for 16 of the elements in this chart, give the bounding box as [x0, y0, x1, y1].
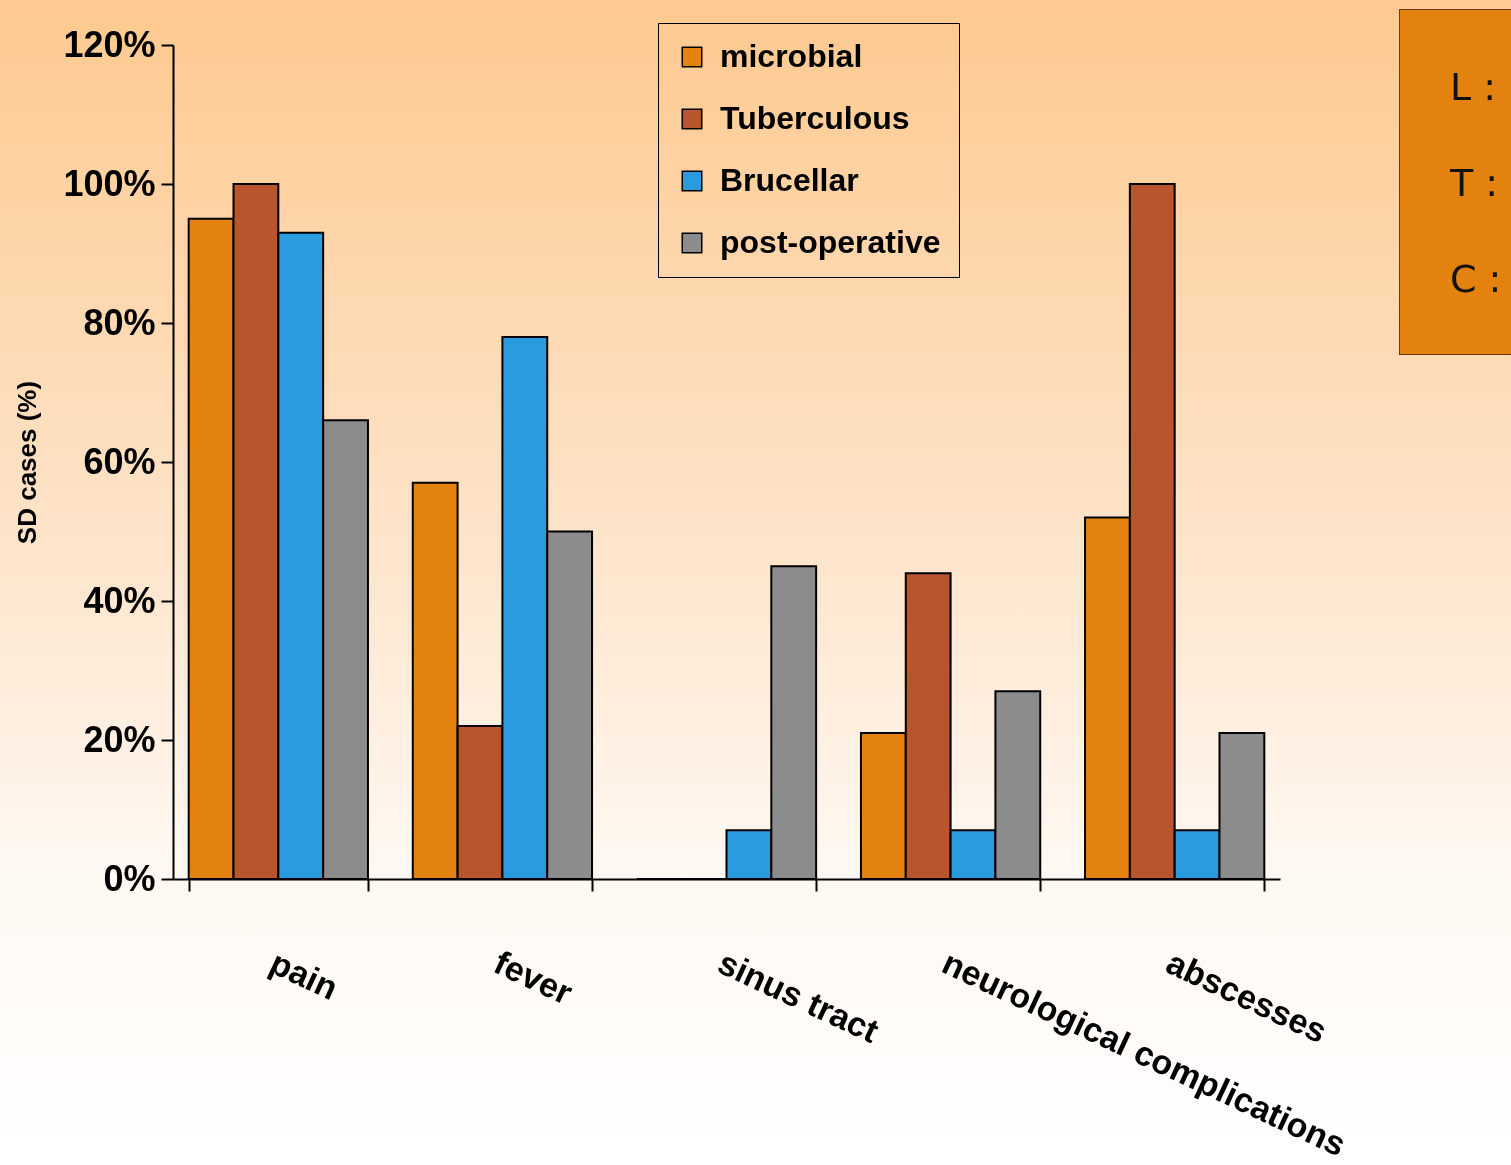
- x-tick-label: pain: [264, 942, 344, 1007]
- y-tick-label: 40%: [83, 579, 156, 621]
- y-tick-label: 120%: [63, 23, 156, 65]
- y-tick-label: 80%: [83, 301, 156, 343]
- y-tick-label: 20%: [83, 718, 156, 760]
- legend-label: post-operative: [720, 224, 941, 260]
- y-tick-label: 0%: [103, 857, 156, 899]
- legend-label: microbial: [720, 38, 863, 74]
- x-tick-label: fever: [488, 942, 579, 1012]
- note-box: L : T : C :: [1399, 9, 1511, 355]
- y-tick-label: 60%: [83, 440, 156, 482]
- y-tick-label: 100%: [63, 162, 156, 204]
- legend-label: Tuberculous: [720, 100, 910, 136]
- x-tick-label: sinus tract: [712, 942, 885, 1050]
- y-axis-title: SD cases (%): [12, 380, 43, 545]
- legend-label: Brucellar: [720, 162, 859, 198]
